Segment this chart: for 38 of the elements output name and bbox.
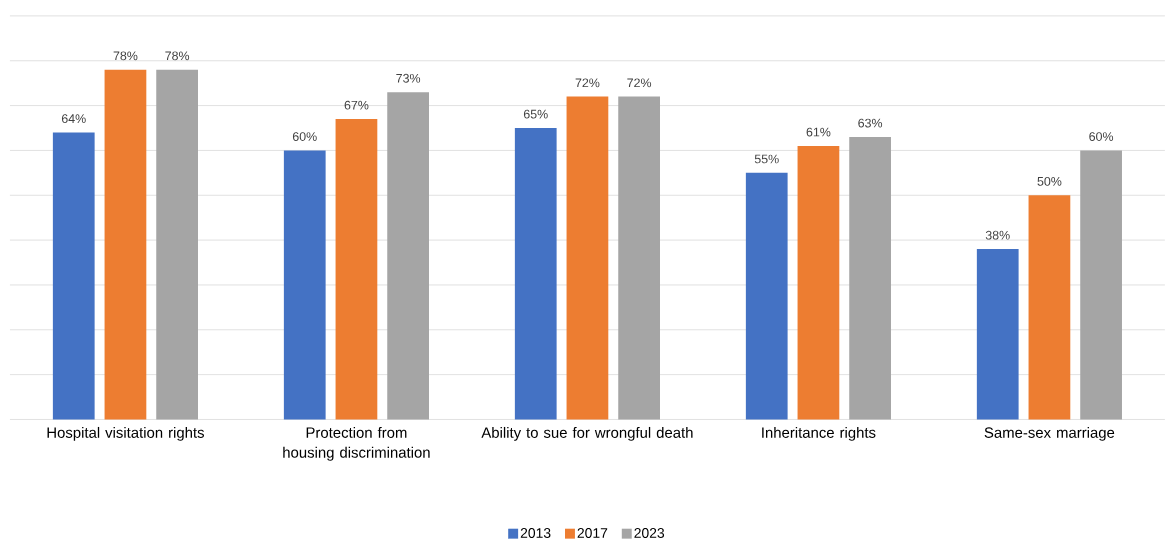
- bar: [335, 118, 378, 420]
- data-label: 67%: [344, 100, 369, 110]
- data-label: 60%: [292, 132, 317, 141]
- bar: [745, 172, 788, 420]
- x-tick-label: Same-sex marriage: [984, 426, 1115, 441]
- bar: [797, 145, 840, 420]
- bar: [514, 127, 557, 420]
- x-tick-label: Ability to sue for wrongful death: [481, 426, 693, 441]
- data-label: 64%: [61, 114, 86, 123]
- data-label: 78%: [165, 51, 190, 61]
- data-label: 50%: [1037, 176, 1062, 186]
- bar: [1028, 195, 1071, 420]
- data-label: 55%: [754, 154, 779, 164]
- bar: [1080, 150, 1122, 420]
- data-label: 38%: [985, 230, 1010, 240]
- data-label: 61%: [806, 127, 831, 137]
- x-tick-label: Inheritance rights: [762, 426, 876, 441]
- legend-label: 2013: [520, 527, 551, 538]
- data-label: 78%: [113, 51, 138, 61]
- bar: [566, 96, 609, 420]
- data-label: 63%: [858, 118, 883, 128]
- bar: [52, 132, 95, 420]
- data-label: 73%: [396, 73, 421, 83]
- bar: [976, 248, 1019, 420]
- x-tick-label: Protection from housing discrimination: [283, 426, 430, 461]
- bar: [104, 69, 147, 420]
- data-label: 65%: [523, 109, 548, 119]
- data-label: 60%: [1089, 132, 1114, 141]
- data-label: 72%: [627, 78, 652, 88]
- legend-label: 2023: [634, 527, 665, 538]
- bar: [387, 92, 429, 420]
- bar: [283, 150, 326, 420]
- data-label: 72%: [575, 78, 600, 88]
- legend-label: 2017: [577, 527, 608, 538]
- bar: [156, 69, 198, 420]
- bar: [618, 96, 660, 420]
- x-tick-label: Hospital visitation rights: [47, 426, 204, 441]
- bar: [849, 136, 891, 420]
